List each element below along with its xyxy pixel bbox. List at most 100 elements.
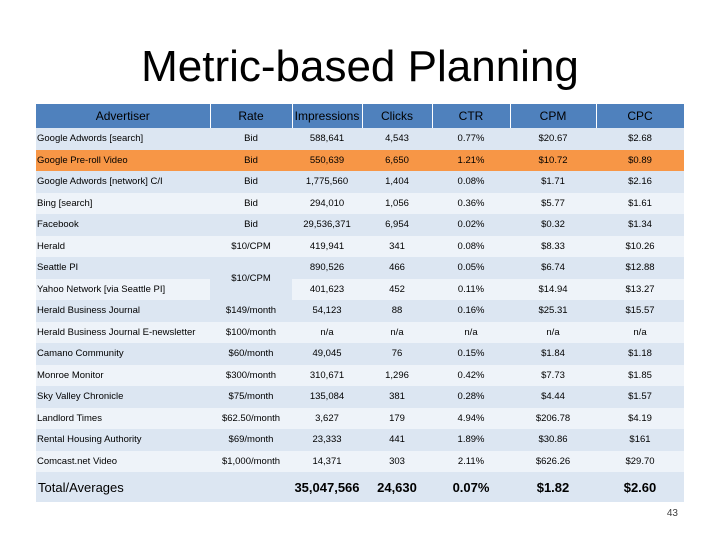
- cell-impressions: 310,671: [292, 364, 362, 386]
- cell-impressions: 550,639: [292, 149, 362, 171]
- column-header: CPM: [510, 104, 597, 128]
- cell-impressions: 23,333: [292, 429, 362, 451]
- table-row: Herald Business Journal $149/month 54,123 8…: [36, 300, 684, 322]
- cell-clicks: 303: [362, 450, 432, 472]
- cell-advertiser: Rental Housing Authority: [36, 429, 210, 451]
- cell-cpc: $13.27: [596, 278, 684, 300]
- cell-cpc: $1.34: [596, 214, 684, 236]
- cell-cpm: n/a: [510, 321, 596, 343]
- cell-advertiser: Google Adwords [search]: [36, 128, 210, 150]
- cell-advertiser: Google Adwords [network] C/I: [36, 171, 210, 193]
- column-header: CPC: [596, 104, 685, 128]
- cell-clicks: 1,404: [362, 171, 432, 193]
- cell-impressions: 49,045: [292, 343, 362, 365]
- cell-ctr: 2.11%: [432, 450, 510, 472]
- table-row: Rental Housing Authority $69/month 23,333 4…: [36, 429, 684, 451]
- table-row: Yahoo Network [via Seattle PI] 401,623 452…: [36, 278, 684, 300]
- cell-clicks: 381: [362, 386, 432, 408]
- cell-cpm: $8.33: [510, 235, 596, 257]
- cell-cpm: $206.78: [510, 407, 596, 429]
- cell-ctr: 0.16%: [432, 300, 510, 322]
- metrics-table: Advertiser Rate Impressions Clicks CTR C…: [36, 104, 685, 502]
- cell-advertiser: Google Pre-roll Video: [36, 149, 210, 171]
- column-header: Advertiser: [36, 104, 211, 128]
- table-row: Google Pre-roll Video Bid 550,639 6,650 1.21…: [36, 149, 684, 171]
- cell-advertiser: Comcast.net Video: [36, 450, 210, 472]
- totals-rate: [210, 472, 292, 502]
- cell-clicks: 1,296: [362, 364, 432, 386]
- cell-clicks: n/a: [362, 321, 432, 343]
- table-row: Comcast.net Video $1,000/month 14,371 303 2.…: [36, 450, 684, 472]
- cell-impressions: 588,641: [292, 128, 362, 150]
- cell-cpm: $14.94: [510, 278, 596, 300]
- column-header: Impressions: [292, 104, 363, 128]
- table-row: Camano Community $60/month 49,045 76 0.15% $1…: [36, 343, 684, 365]
- cell-cpc: $1.18: [596, 343, 684, 365]
- cell-rate: $62.50/month: [210, 407, 292, 429]
- table-row: Landlord Times $62.50/month 3,627 179 4.94% $…: [36, 407, 684, 429]
- cell-impressions: 3,627: [292, 407, 362, 429]
- cell-clicks: 466: [362, 257, 432, 279]
- cell-cpc: $12.88: [596, 257, 684, 279]
- cell-ctr: 0.11%: [432, 278, 510, 300]
- cell-clicks: 6,650: [362, 149, 432, 171]
- cell-advertiser: Yahoo Network [via Seattle PI]: [36, 278, 210, 300]
- table-row: Herald Business Journal E-newsletter $100…: [36, 321, 684, 343]
- cell-cpc: $2.68: [596, 128, 684, 150]
- cell-cpc: $1.85: [596, 364, 684, 386]
- cell-advertiser: Herald Business Journal: [36, 300, 210, 322]
- cell-rate: Bid: [210, 192, 292, 214]
- cell-clicks: 76: [362, 343, 432, 365]
- cell-clicks: 441: [362, 429, 432, 451]
- cell-advertiser: Facebook: [36, 214, 210, 236]
- cell-impressions: 1,775,560: [292, 171, 362, 193]
- cell-cpm: $20.67: [510, 128, 596, 150]
- cell-cpm: $5.77: [510, 192, 596, 214]
- cell-clicks: 88: [362, 300, 432, 322]
- cell-rate: $75/month: [210, 386, 292, 408]
- cell-impressions: 135,084: [292, 386, 362, 408]
- cell-cpc: n/a: [596, 321, 684, 343]
- cell-cpm: $10.72: [510, 149, 596, 171]
- cell-advertiser: Seattle PI: [36, 257, 210, 279]
- cell-cpm: $25.31: [510, 300, 596, 322]
- totals-row: Total/Averages 35,047,566 24,630 0.07% $…: [36, 472, 684, 502]
- cell-ctr: 0.08%: [432, 171, 510, 193]
- cell-cpc: $1.61: [596, 192, 684, 214]
- slide-title: Metric-based Planning: [141, 42, 579, 91]
- column-header: Rate: [210, 104, 293, 128]
- cell-rate: $1,000/month: [210, 450, 292, 472]
- cell-rate: $100/month: [210, 321, 292, 343]
- cell-rate: $300/month: [210, 364, 292, 386]
- cell-rate: $60/month: [210, 343, 292, 365]
- cell-cpc: $161: [596, 429, 684, 451]
- cell-cpc: $15.57: [596, 300, 684, 322]
- cell-impressions: 401,623: [292, 278, 362, 300]
- cell-ctr: 0.02%: [432, 214, 510, 236]
- cell-cpc: $29.70: [596, 450, 684, 472]
- cell-impressions: 29,536,371: [292, 214, 362, 236]
- totals-cpm: $1.82: [510, 472, 596, 502]
- table-row: Facebook Bid 29,536,371 6,954 0.02% $0.32 $1.3…: [36, 214, 684, 236]
- cell-impressions: n/a: [292, 321, 362, 343]
- cell-cpm: $7.73: [510, 364, 596, 386]
- cell-clicks: 452: [362, 278, 432, 300]
- cell-advertiser: Landlord Times: [36, 407, 210, 429]
- cell-ctr: 0.36%: [432, 192, 510, 214]
- cell-clicks: 179: [362, 407, 432, 429]
- cell-rate: Bid: [210, 128, 292, 150]
- cell-cpc: $4.19: [596, 407, 684, 429]
- cell-advertiser: Herald Business Journal E-newsletter: [36, 321, 210, 343]
- totals-label: Total/Averages: [36, 472, 210, 502]
- cell-rate: $10/CPM: [210, 235, 292, 257]
- column-header: Clicks: [362, 104, 433, 128]
- cell-ctr: 0.15%: [432, 343, 510, 365]
- cell-rate: Bid: [210, 171, 292, 193]
- cell-ctr: 0.42%: [432, 364, 510, 386]
- cell-rate: $149/month: [210, 300, 292, 322]
- page-number: 43: [666, 508, 678, 519]
- cell-clicks: 4,543: [362, 128, 432, 150]
- cell-impressions: 54,123: [292, 300, 362, 322]
- table-row: Google Adwords [search] Bid 588,641 4,543 0.…: [36, 128, 684, 150]
- cell-advertiser: Sky Valley Chronicle: [36, 386, 210, 408]
